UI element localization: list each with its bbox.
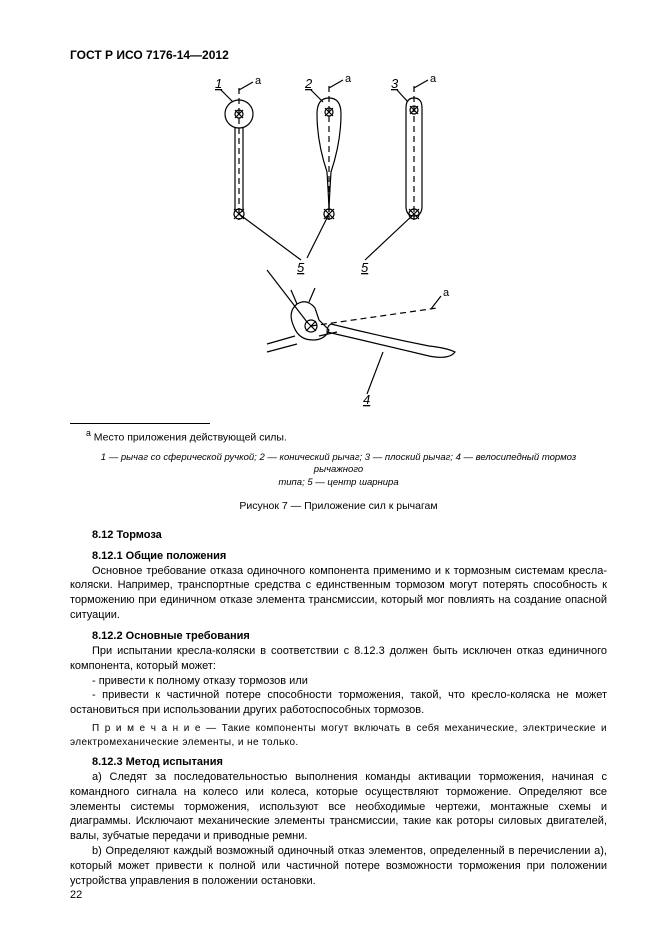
heading-8-12-3: 8.12.3 Метод испытания xyxy=(70,755,607,770)
figure-7: 1 2 3 5 5 4 a a a a xyxy=(70,72,607,417)
fig-a-3: a xyxy=(430,73,437,85)
note-8-12-2: П р и м е ч а н и е — Такие компоненты м… xyxy=(70,722,607,749)
figure-key: 1 — рычаг со сферической ручкой; 2 — кон… xyxy=(80,452,597,490)
fig-label-2: 2 xyxy=(304,76,313,91)
para-8-12-3-b: b) Определяют каждый возможный одиночный… xyxy=(70,844,607,889)
figure-footnote: a Место приложения действующей силы. xyxy=(86,428,607,444)
footnote-rule xyxy=(70,423,210,424)
fig-label-3: 3 xyxy=(391,76,399,91)
para-8-12-1: Основное требование отказа одиночного ко… xyxy=(70,564,607,623)
fig-label-4: 4 xyxy=(363,392,370,407)
standard-code-header: ГОСТ Р ИСО 7176-14—2012 xyxy=(70,48,607,62)
body-text: 8.12 Тормоза 8.12.1 Общие положения Осно… xyxy=(70,528,607,889)
bullet-8-12-2-b: - привести к частичной потере способност… xyxy=(70,688,607,718)
fig-a-2: a xyxy=(345,73,352,85)
figure-caption: Рисунок 7 — Приложение сил к рычагам xyxy=(70,500,607,512)
footnote-text: Место приложения действующей силы. xyxy=(94,432,287,444)
fig-a-4: a xyxy=(443,287,450,299)
heading-8-12: 8.12 Тормоза xyxy=(70,528,607,543)
figure-key-line1: 1 — рычаг со сферической ручкой; 2 — кон… xyxy=(101,452,576,476)
fig-label-5b: 5 xyxy=(361,260,369,275)
fig-label-1: 1 xyxy=(215,76,222,91)
footnote-marker: a xyxy=(86,428,91,438)
note-label: П р и м е ч а н и е xyxy=(92,723,201,734)
para-8-12-3-a: a) Следят за последовательностью выполне… xyxy=(70,770,607,844)
para-8-12-2-intro: При испытании кресла-коляски в соответст… xyxy=(70,644,607,674)
figure-key-line2: типа; 5 — центр шарнира xyxy=(278,477,398,488)
figure-svg: 1 2 3 5 5 4 a a a a xyxy=(179,72,499,412)
heading-8-12-1: 8.12.1 Общие положения xyxy=(70,549,607,564)
page-number: 22 xyxy=(70,889,82,901)
bullet-8-12-2-a: - привести к полному отказу тормозов или xyxy=(70,674,607,689)
fig-a-1: a xyxy=(255,75,262,87)
heading-8-12-2: 8.12.2 Основные требования xyxy=(70,629,607,644)
fig-label-5a: 5 xyxy=(297,260,305,275)
